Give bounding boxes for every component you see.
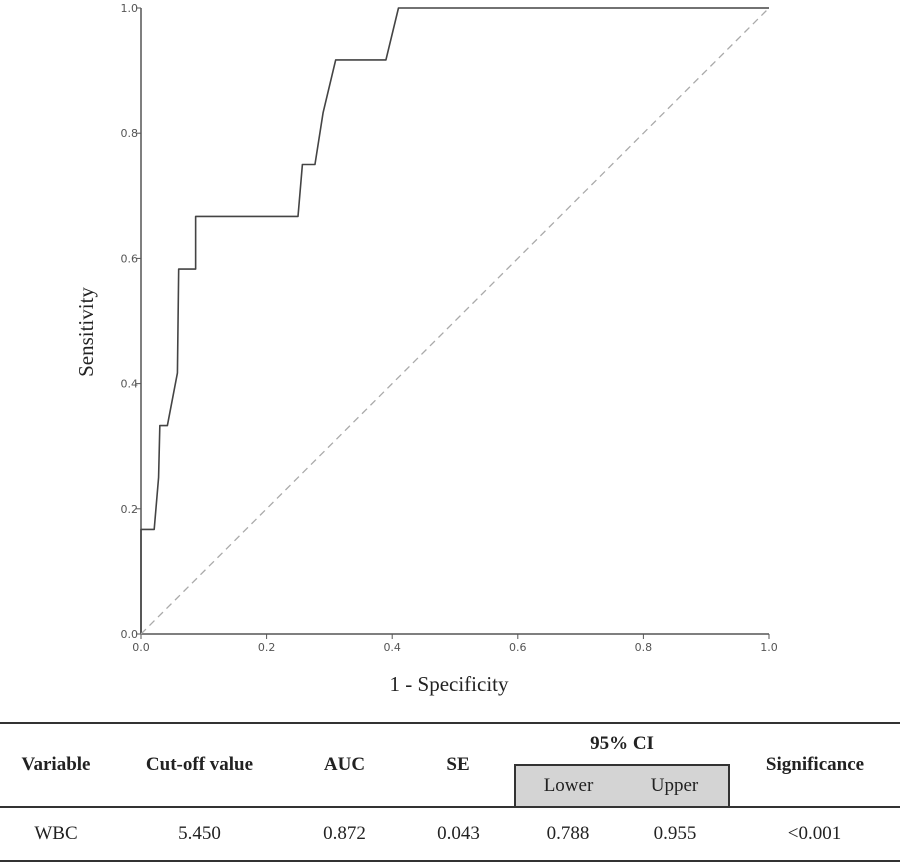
cell-lower: 0.788 (515, 806, 621, 862)
table-subheader-row: Lower Upper (0, 764, 900, 807)
cell-auc: 0.872 (287, 806, 402, 862)
cell-significance: <0.001 (729, 806, 900, 862)
ticks: 0.0 0.2 0.4 0.6 0.8 1.0 0.0 0.2 0.4 0.6 0.8 1.0 (121, 2, 778, 654)
cell-upper: 0.955 (621, 806, 729, 862)
x-tick-label: 0.8 (635, 641, 653, 654)
cell-cutoff: 5.450 (112, 806, 287, 862)
header-variable: Variable (0, 722, 112, 807)
header-auc: AUC (287, 722, 402, 807)
roc-chart: 0.0 0.2 0.4 0.6 0.8 1.0 0.0 0.2 0.4 0.6 0.8 1.0 1 -… (74, 2, 778, 696)
x-tick-label: 0.4 (383, 641, 401, 654)
y-tick-label: 0.6 (121, 252, 139, 265)
cell-variable: WBC (0, 806, 112, 862)
header-cutoff: Cut-off value (112, 722, 287, 807)
y-tick-label: 0.8 (121, 127, 139, 140)
x-tick-label: 0.6 (509, 641, 527, 654)
header-lower: Lower (514, 764, 621, 807)
header-ci: 95% CI (515, 722, 729, 765)
x-tick-label: 1.0 (760, 641, 778, 654)
y-tick-label: 1.0 (121, 2, 139, 15)
y-tick-label: 0.0 (121, 628, 139, 641)
reference-diagonal-line (140, 7, 770, 635)
x-tick-label: 0.2 (258, 641, 276, 654)
cell-se: 0.043 (402, 806, 515, 862)
y-tick-label: 0.4 (121, 378, 139, 391)
table-row: WBC 5.450 0.872 0.043 0.788 0.955 <0.001 (0, 806, 900, 862)
y-axis-label: Sensitivity (74, 287, 98, 377)
results-table: Variable Cut-off value AUC SE 95% CI Sig… (0, 722, 900, 862)
header-significance: Significance (729, 722, 900, 807)
x-axis-label: 1 - Specificity (390, 672, 509, 696)
x-tick-label: 0.0 (132, 641, 150, 654)
roc-curve-line (140, 7, 769, 634)
header-upper: Upper (621, 764, 730, 807)
header-se: SE (402, 722, 515, 807)
y-tick-label: 0.2 (121, 503, 139, 516)
table-header-row: Variable Cut-off value AUC SE 95% CI Sig… (0, 722, 900, 807)
plot-area (140, 7, 770, 635)
